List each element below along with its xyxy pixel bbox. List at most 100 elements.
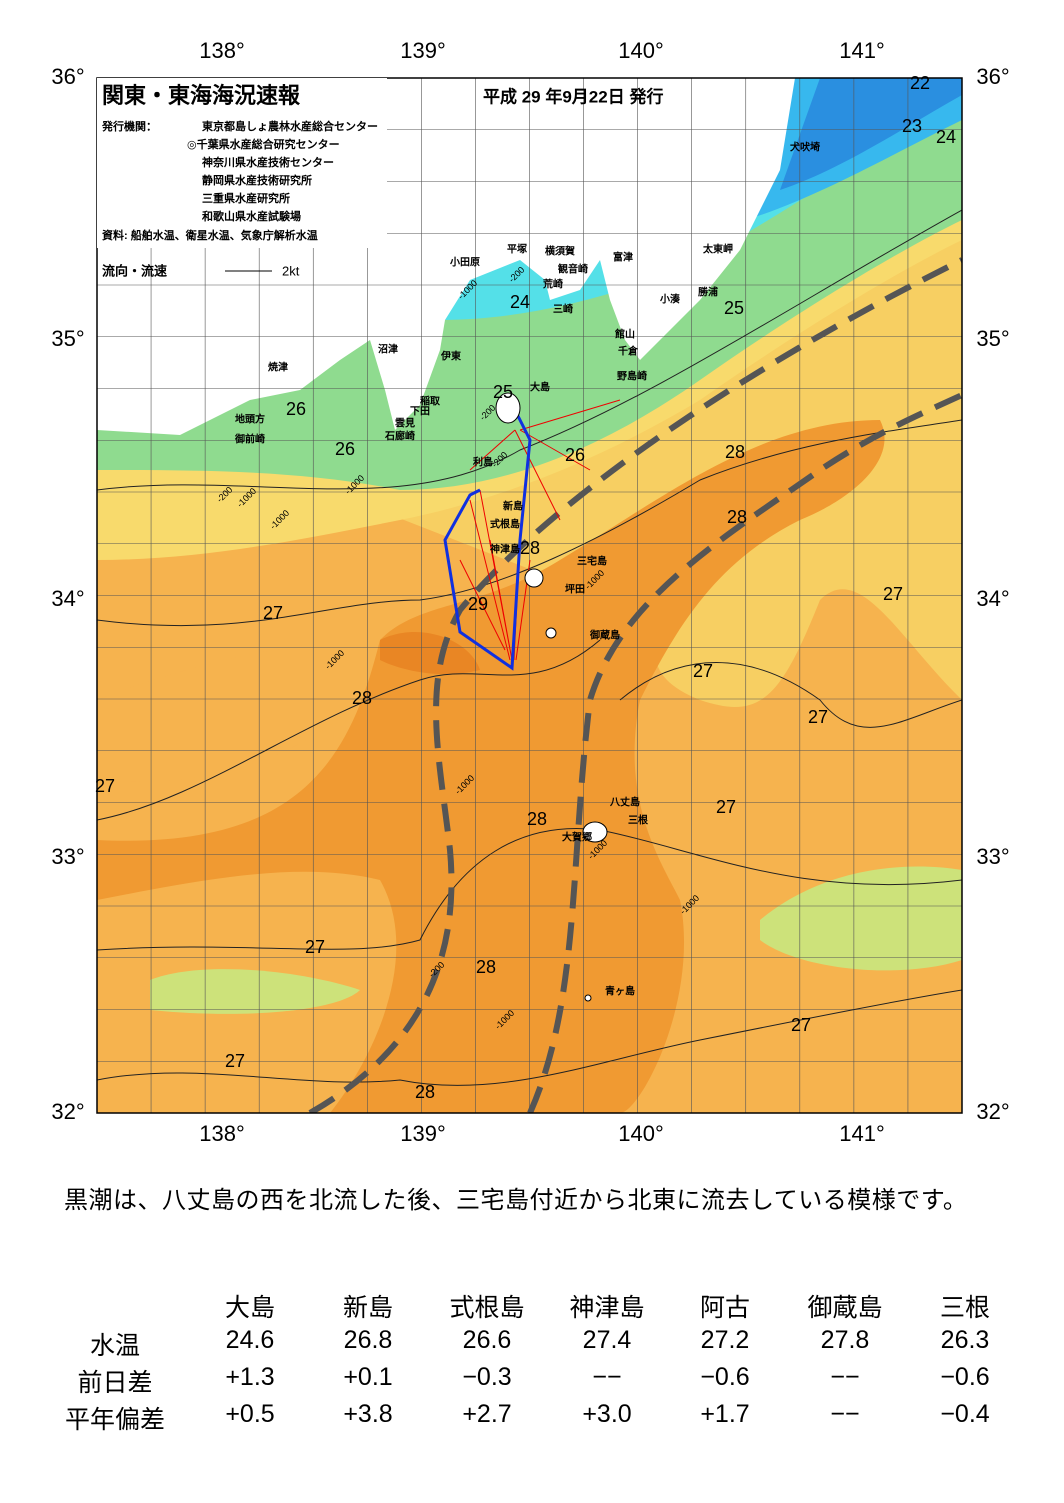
place-name: 千倉 <box>618 345 639 358</box>
header-box <box>97 78 387 248</box>
table: 大島 新島 式根島 神津島 阿古 御蔵島 三根 水温 24.6 26.8 26.6 27.4 27.2 2… <box>0 1288 1064 1448</box>
isotherm-label: 24 <box>510 292 530 312</box>
place-name: 下田 <box>410 406 430 418</box>
lat-label: 33° <box>976 844 1009 869</box>
lat-label: 36° <box>51 64 84 89</box>
issue-date: 平成 29 年9月22日 発行 <box>483 86 663 106</box>
place-name: 太東岬 <box>702 243 733 256</box>
place-name: 利島 <box>473 456 493 469</box>
isotherm-label: 27 <box>263 603 283 623</box>
lat-label: 35° <box>976 326 1009 351</box>
column-header: 阿古 <box>699 1294 751 1322</box>
lat-label: 34° <box>51 586 84 611</box>
table-cell: −0.6 <box>940 1363 990 1391</box>
place-name: 三崎 <box>553 303 573 316</box>
isotherm-label: 27 <box>791 1015 811 1035</box>
table-cell: −− <box>592 1363 622 1391</box>
isotherm-label: 26 <box>286 399 306 419</box>
place-name: 大島 <box>530 381 550 394</box>
place-name: 三根 <box>628 814 648 827</box>
row-label: 水温 <box>89 1332 141 1360</box>
lon-label: 138° <box>199 38 245 63</box>
agency: 神奈川県水産技術センター <box>202 155 334 169</box>
place-name: 神津島 <box>490 543 520 556</box>
isotherm-label: 27 <box>883 584 903 604</box>
table-cell: +0.1 <box>343 1363 393 1391</box>
place-name: 坪田 <box>565 583 585 596</box>
table-cell: −− <box>830 1400 860 1428</box>
isotherm-label: 23 <box>902 116 922 136</box>
table-cell: −0.6 <box>700 1363 750 1391</box>
title: 関東・東海海況速報 <box>102 83 301 108</box>
table-cell: +1.7 <box>700 1400 750 1428</box>
isotherm-label: 29 <box>468 594 488 614</box>
column-header: 新島 <box>342 1294 394 1322</box>
column-header: 式根島 <box>449 1294 525 1322</box>
table-cell: 27.2 <box>700 1326 750 1354</box>
lon-label: 139° <box>400 38 446 63</box>
table-cell: 26.3 <box>940 1326 990 1354</box>
place-name: 焼津 <box>268 361 288 374</box>
lon-label: 141° <box>839 1121 885 1146</box>
table-cell: 26.8 <box>343 1326 393 1354</box>
lon-label: 140° <box>618 38 664 63</box>
ship-track <box>443 399 532 671</box>
isotherm-label: 27 <box>808 707 828 727</box>
lat-label: 33° <box>51 844 84 869</box>
legend-speed: 2kt <box>282 263 300 278</box>
table-cell: 27.8 <box>820 1326 870 1354</box>
map: 関東・東海海況速報 平成 29 年9月22日 発行 発行機関： 資料: 船舶水温… <box>51 38 1009 1146</box>
lat-label: 32° <box>51 1099 84 1124</box>
isotherm-label: 28 <box>520 538 540 558</box>
lat-label: 36° <box>976 64 1009 89</box>
frame <box>96 77 963 1114</box>
isotherm-label: 27 <box>305 937 325 957</box>
place-name: 沼津 <box>378 343 398 356</box>
kuroshio-axis <box>308 257 962 1113</box>
place-name: 伊東 <box>440 350 461 363</box>
column-header: 神津島 <box>569 1294 645 1322</box>
place-name: 小田原 <box>449 256 480 269</box>
isotherm-label: 27 <box>95 776 115 796</box>
row-label: 平年偏差 <box>64 1406 166 1434</box>
isotherm-label: 28 <box>725 442 745 462</box>
place-name: 御蔵島 <box>589 629 620 642</box>
isotherm-label: 27 <box>716 797 736 817</box>
place-name: 御前崎 <box>234 433 265 446</box>
isotherm-label: 28 <box>527 809 547 829</box>
row-label: 前日差 <box>77 1369 153 1397</box>
lon-label: 140° <box>618 1121 664 1146</box>
isotherm-label: 22 <box>910 73 930 93</box>
table-cell: +3.8 <box>343 1400 393 1428</box>
place-name: 犬吠埼 <box>790 141 820 154</box>
lat-label: 34° <box>976 586 1009 611</box>
isotherm-label: 26 <box>335 439 355 459</box>
place-name: 平塚 <box>507 243 527 256</box>
lat-label: 32° <box>976 1099 1009 1124</box>
isotherm-label: 24 <box>936 127 956 147</box>
isotherm-label: 25 <box>724 298 744 318</box>
place-name: 小湊 <box>659 293 681 306</box>
place-name: 地頭方 <box>235 413 265 426</box>
place-name: 雲見 <box>395 418 415 430</box>
source: 資料: 船舶水温、衛星水温、気象庁解析水温 <box>102 228 318 242</box>
islands <box>495 392 608 1002</box>
lon-label: 139° <box>400 1121 446 1146</box>
place-name: 大賀郷 <box>562 831 592 844</box>
lon-label: 138° <box>199 1121 245 1146</box>
table-cell: −0.4 <box>940 1400 990 1428</box>
table-cell: +1.3 <box>225 1363 275 1391</box>
isotherm-label: 28 <box>415 1082 435 1102</box>
lon-label: 141° <box>839 38 885 63</box>
isotherms <box>97 209 962 1086</box>
place-name: 三宅島 <box>577 555 607 568</box>
isotherm-label: 27 <box>693 661 713 681</box>
agency: 静岡県水産技術研究所 <box>202 173 312 187</box>
agency: 和歌山県水産試験場 <box>202 209 301 223</box>
agency: 東京都島しょ農林水産総合センター <box>202 119 378 133</box>
table-cell: +0.5 <box>225 1400 275 1428</box>
table-cell: −− <box>830 1363 860 1391</box>
place-name: 稲取 <box>420 395 441 408</box>
place-name: 石廊崎 <box>384 430 415 443</box>
